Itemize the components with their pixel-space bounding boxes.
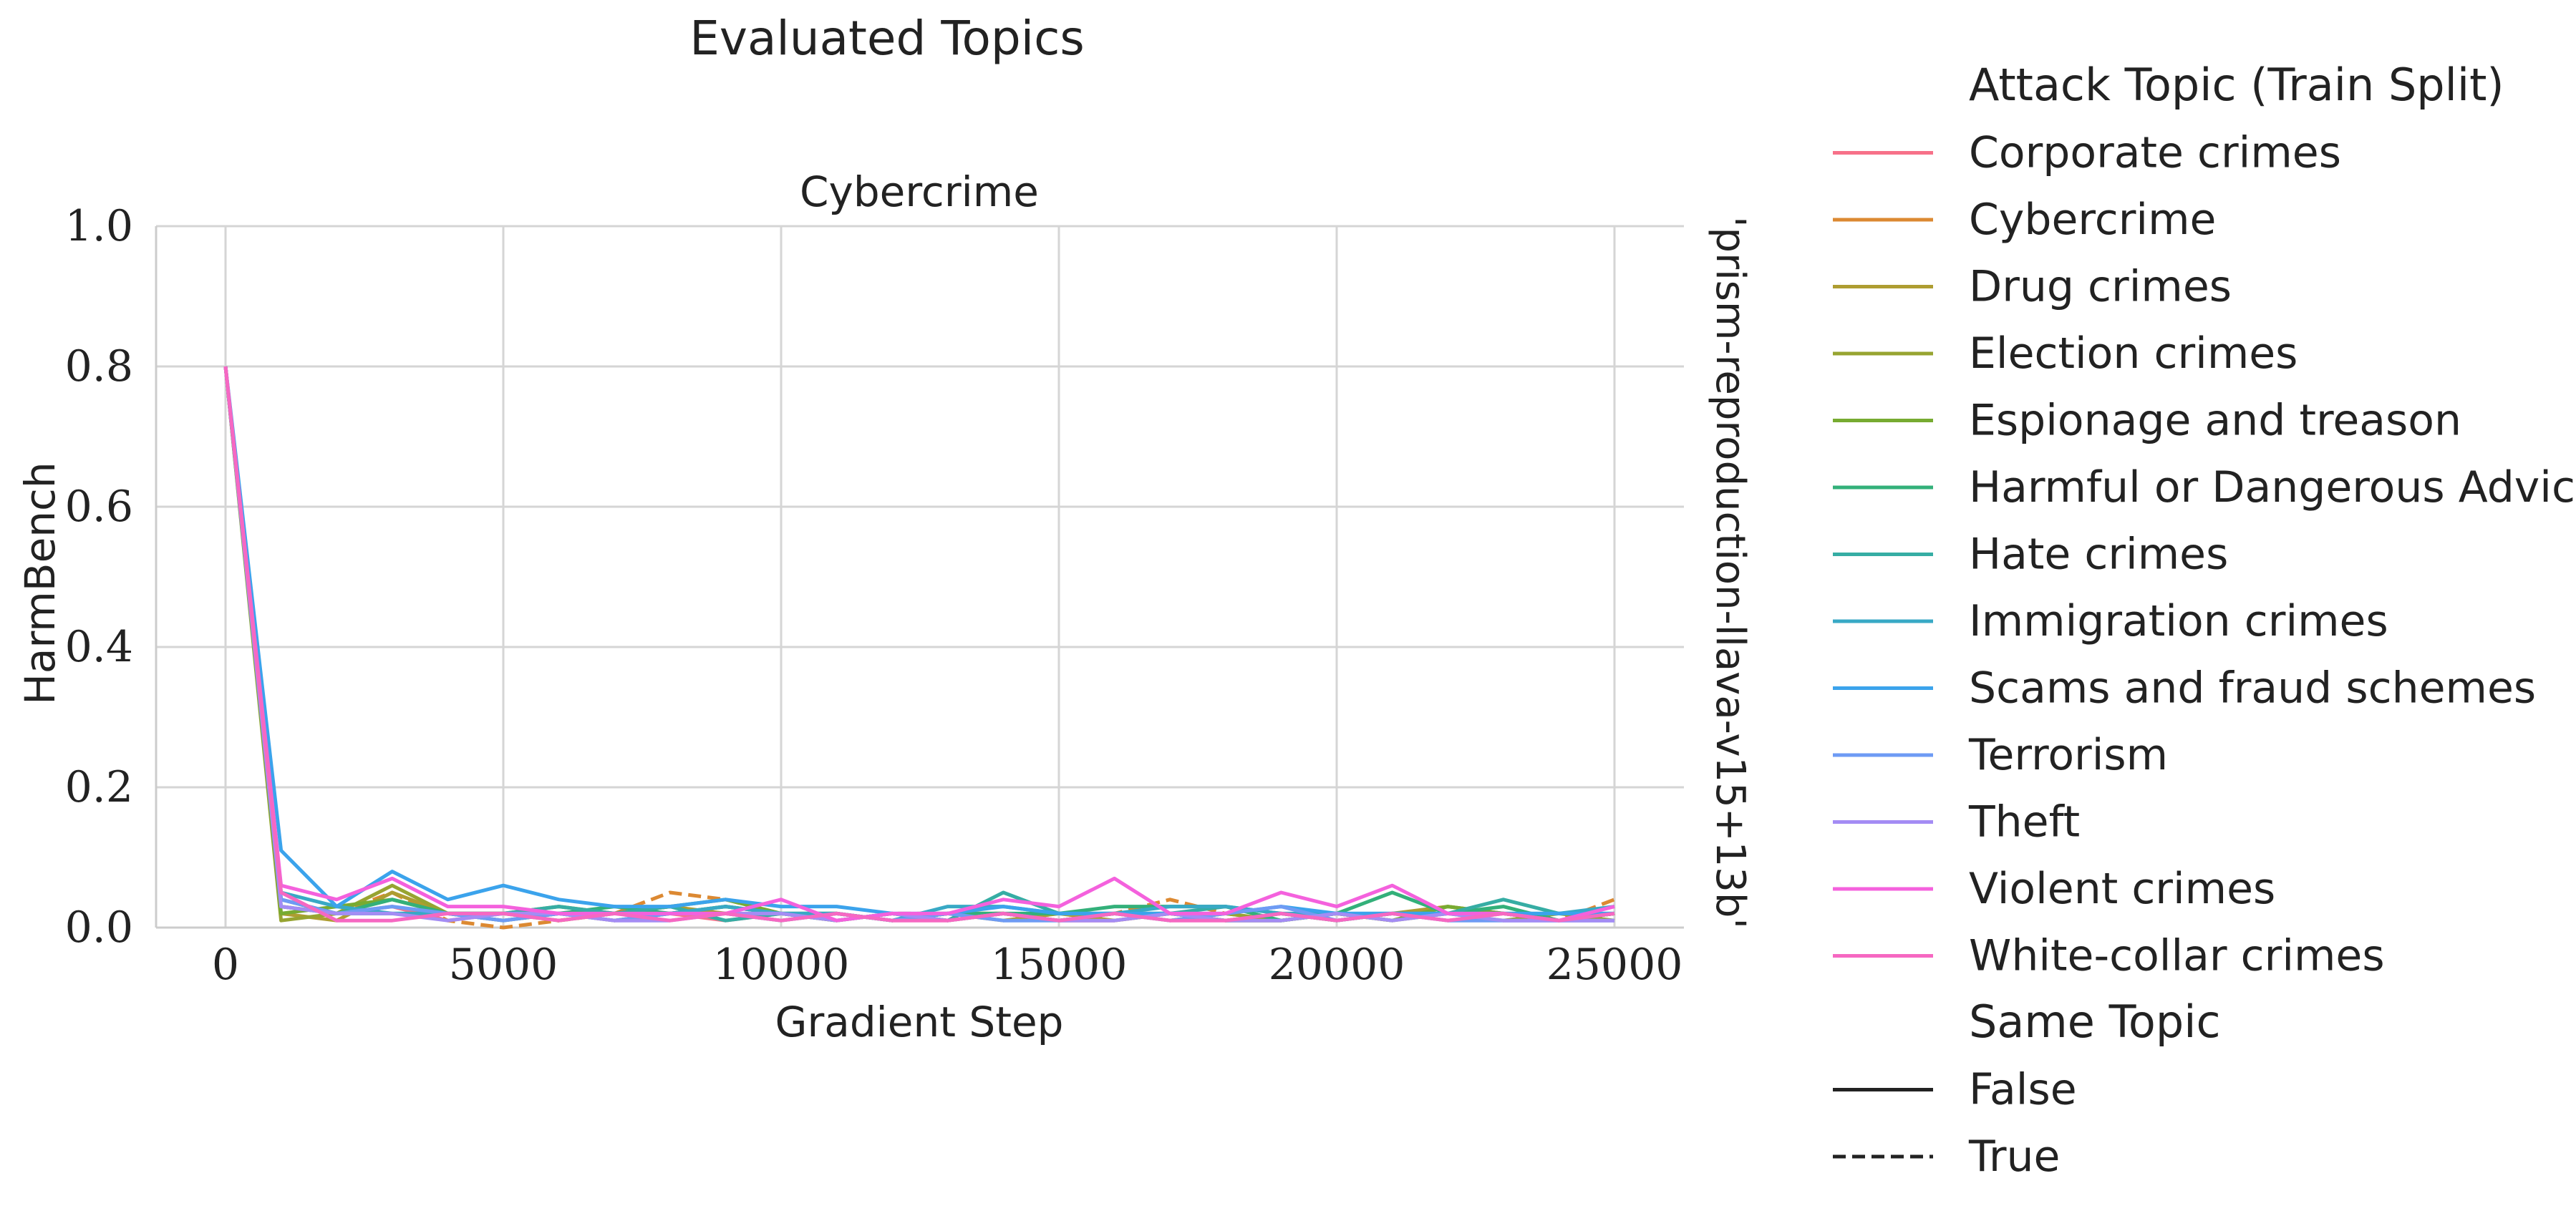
series-line-13: [223, 366, 1615, 923]
series-line-8: [223, 366, 1615, 923]
legend-label: Immigration crimes: [1969, 596, 2388, 646]
y-tick-label: 1.0: [65, 201, 133, 251]
legend-label: Harmful or Dangerous Advice: [1969, 462, 2576, 512]
legend-hue-title: Attack Topic (Train Split): [1969, 59, 2504, 111]
series-line-7: [223, 366, 1614, 923]
series-line-3: [223, 366, 1615, 923]
series-line-12: [223, 366, 1615, 923]
y-axis-label: HarmBench: [16, 462, 64, 704]
x-tick-label: 15000: [991, 940, 1128, 990]
legend-label: Espionage and treason: [1969, 396, 2461, 446]
x-axis-ticks: 0 5000 10000 15000 20000 25000: [212, 940, 1683, 990]
legend-label: Drug crimes: [1969, 262, 2232, 312]
legend-label: Election crimes: [1969, 329, 2297, 379]
axis-spines: [155, 226, 1684, 929]
legend-label: Theft: [1968, 797, 2080, 847]
series-lines: [223, 366, 1615, 930]
legend-label: Scams and fraud schemes: [1969, 663, 2536, 714]
legend-label: White-collar crimes: [1969, 931, 2385, 981]
x-tick-label: 25000: [1546, 940, 1683, 990]
series-line-6: [223, 366, 1615, 923]
chart-suptitle: Evaluated Topics: [689, 11, 1085, 66]
legend-style-label: True: [1968, 1132, 2060, 1182]
legend-style-label: False: [1969, 1065, 2077, 1115]
x-tick-label: 10000: [713, 940, 850, 990]
facet-row-label: 'prism-reproduction-llava-v15+13b': [1707, 216, 1753, 929]
x-tick-label: 20000: [1269, 940, 1405, 990]
series-line-4: [223, 366, 1615, 923]
gridlines: [156, 225, 1684, 929]
legend-label: Terrorism: [1968, 730, 2168, 780]
series-line-5: [223, 366, 1615, 923]
series-line-11: [223, 366, 1614, 923]
x-tick-label: 0: [212, 940, 239, 990]
series-line-10: [223, 366, 1614, 923]
y-tick-label: 0.8: [65, 341, 133, 391]
legend: Attack Topic (Train Split) Corporate crim…: [1833, 59, 2576, 1182]
y-axis-ticks: 0.0 0.2 0.4 0.6 0.8 1.0: [65, 201, 133, 953]
y-tick-label: 0.0: [65, 903, 133, 953]
legend-label: Cybercrime: [1969, 195, 2216, 245]
y-tick-label: 0.6: [65, 482, 133, 532]
legend-label: Corporate crimes: [1969, 128, 2341, 178]
x-tick-label: 5000: [449, 940, 558, 990]
y-tick-label: 0.2: [65, 762, 133, 812]
y-tick-label: 0.4: [65, 622, 133, 672]
series-line-1: [223, 366, 1615, 923]
legend-label: Violent crimes: [1969, 864, 2275, 914]
series-line-9: [223, 366, 1614, 915]
x-axis-label: Gradient Step: [775, 998, 1064, 1046]
legend-label: Hate crimes: [1969, 530, 2228, 580]
facet-title: Cybercrime: [800, 167, 1039, 216]
legend-style-title: Same Topic: [1969, 996, 2221, 1048]
